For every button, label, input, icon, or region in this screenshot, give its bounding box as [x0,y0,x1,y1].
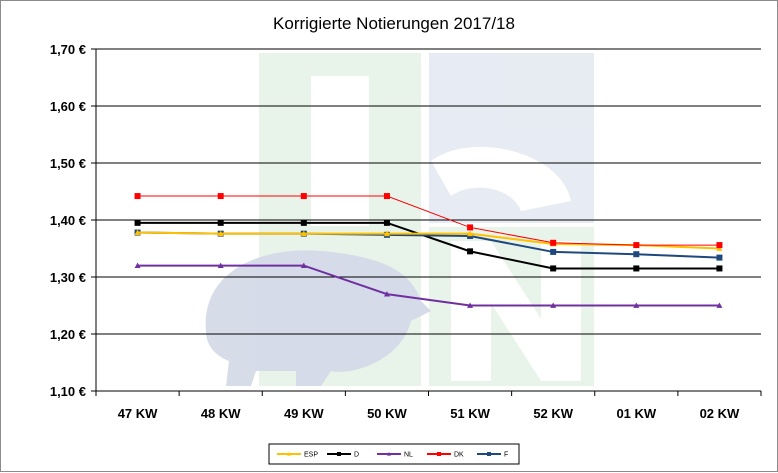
data-point [550,302,557,308]
legend-entry-nl: NL [377,452,413,459]
axes [95,49,762,396]
data-point [487,452,491,456]
data-point [716,254,723,261]
x-tick-labels: 47 KW 48 KW 49 KW 50 KW 51 KW 52 KW 01 KW 02 KW [118,406,740,421]
legend-entry-esp: ESP [277,452,318,459]
data-point [300,262,307,268]
data-point [633,265,640,272]
data-point [300,193,307,200]
series-dk [134,193,723,249]
data-point [716,302,723,308]
data-point [550,265,557,272]
y-tick-label: 1,70 € [50,42,86,57]
data-point [633,242,640,249]
data-point [383,219,390,226]
data-point [467,224,474,231]
data-point [134,193,141,200]
legend-entry-d: D [327,452,359,459]
data-point [716,242,723,249]
data-point [550,239,557,246]
legend-label: F [504,452,508,459]
series-line [137,195,720,246]
y-tick-label: 1,40 € [50,213,86,228]
chart-title: Korrigierte Notierungen 2017/18 [273,14,515,33]
legend-entry-f: F [477,452,508,459]
y-tick-label: 1,60 € [50,99,86,114]
series-d [134,219,723,272]
legend-label: DK [454,452,464,459]
legend-label: D [354,452,359,459]
data-point [134,219,141,226]
data-point [383,230,390,237]
grid-lines [91,48,761,392]
series-layer [134,193,723,308]
legend-label: NL [404,452,413,459]
x-tick-label: 51 KW [450,406,490,421]
data-point [467,230,474,237]
x-tick-label: 01 KW [616,406,656,421]
legend-entry-dk: DK [427,452,464,459]
data-point [300,230,307,237]
data-point [387,452,391,456]
data-point [716,265,723,272]
x-tick-label: 48 KW [201,406,241,421]
data-point [437,452,441,456]
isn-logo-watermark [205,53,594,386]
data-point [300,219,307,226]
data-point [134,262,141,268]
y-tick-label: 1,50 € [50,156,86,171]
data-point [287,452,291,456]
y-tick-labels: 1,10 € 1,20 € 1,30 € 1,40 € 1,50 € 1,60 € 1,70… [50,42,86,399]
y-tick-label: 1,20 € [50,327,86,342]
x-tick-label: 52 KW [533,406,573,421]
y-tick-label: 1,10 € [50,384,86,399]
legend: ESP D NL DK F [268,443,520,465]
data-point [550,248,557,255]
x-tick-label: 50 KW [367,406,407,421]
data-point [134,229,141,235]
data-point [633,251,640,258]
data-point [383,291,390,297]
series-nl [134,262,723,308]
data-point [217,219,224,226]
data-point [467,248,474,255]
data-point [383,193,390,200]
x-tick-label: 47 KW [118,406,158,421]
x-tick-label: 49 KW [284,406,324,421]
data-point [633,302,640,308]
series-line [137,221,720,270]
x-tick-label: 02 KW [700,406,740,421]
legend-label: ESP [304,452,318,459]
y-tick-label: 1,30 € [50,270,86,285]
data-point [217,230,224,237]
series-line [137,264,720,307]
data-point [467,302,474,308]
data-point [217,262,224,268]
data-point [337,452,341,456]
data-point [716,245,723,251]
data-point [217,193,224,200]
